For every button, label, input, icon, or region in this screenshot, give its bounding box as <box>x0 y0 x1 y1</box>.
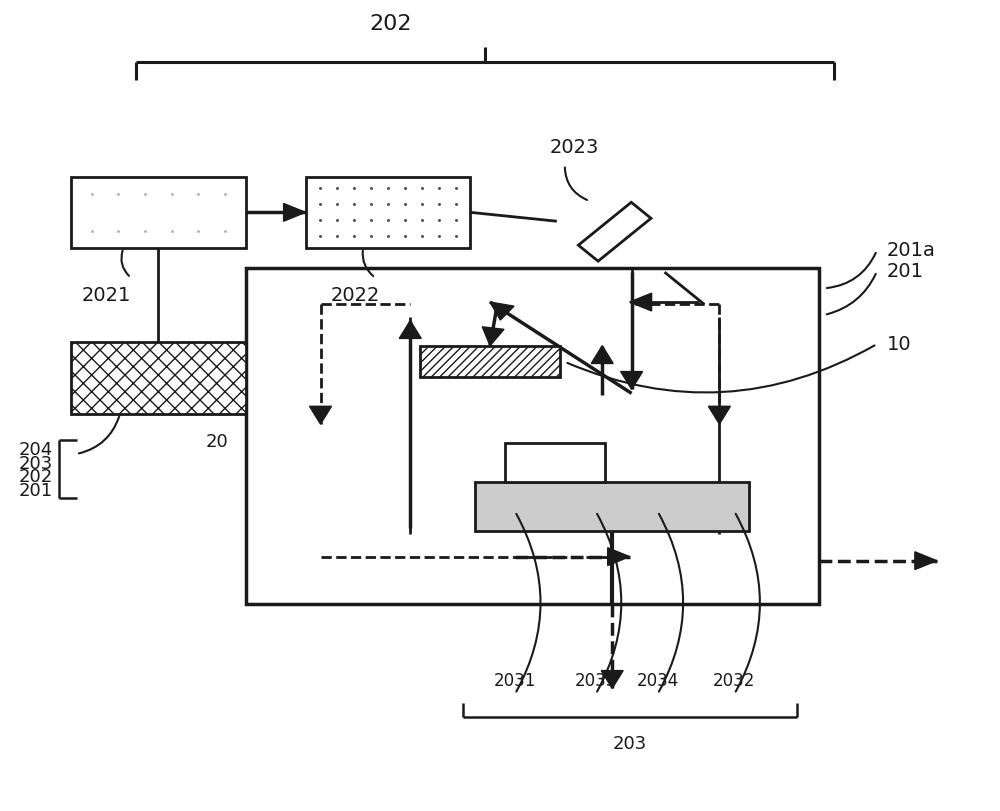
Text: 203: 203 <box>613 736 647 753</box>
Polygon shape <box>482 327 504 345</box>
Polygon shape <box>621 371 643 389</box>
Bar <box>475 483 749 530</box>
Polygon shape <box>399 320 421 338</box>
Bar <box>420 346 560 377</box>
Text: 2033: 2033 <box>575 672 617 690</box>
Polygon shape <box>915 551 937 569</box>
Polygon shape <box>708 406 730 424</box>
Bar <box>505 444 605 483</box>
Text: 202: 202 <box>369 14 412 34</box>
Text: 201: 201 <box>19 483 53 500</box>
Polygon shape <box>630 293 652 311</box>
Polygon shape <box>578 202 651 261</box>
Text: 204: 204 <box>19 441 53 459</box>
Text: 2034: 2034 <box>636 672 679 690</box>
Polygon shape <box>591 345 613 363</box>
Text: 203: 203 <box>19 455 53 473</box>
Text: 2032: 2032 <box>713 672 756 690</box>
Text: 2023: 2023 <box>550 138 599 157</box>
Text: 2022: 2022 <box>331 286 380 305</box>
Bar <box>246 268 819 603</box>
Bar <box>71 177 246 248</box>
Polygon shape <box>490 302 514 320</box>
Text: 2031: 2031 <box>494 672 536 690</box>
Polygon shape <box>310 406 331 424</box>
Text: 2021: 2021 <box>81 286 131 305</box>
Polygon shape <box>608 547 630 565</box>
Bar <box>71 342 246 414</box>
Text: 201a: 201a <box>887 241 936 260</box>
Text: 201: 201 <box>887 262 924 281</box>
Bar <box>306 177 470 248</box>
Text: 10: 10 <box>887 335 912 354</box>
Polygon shape <box>601 671 623 689</box>
Text: 202: 202 <box>19 469 53 487</box>
Polygon shape <box>284 204 306 221</box>
Text: 20: 20 <box>206 433 229 451</box>
